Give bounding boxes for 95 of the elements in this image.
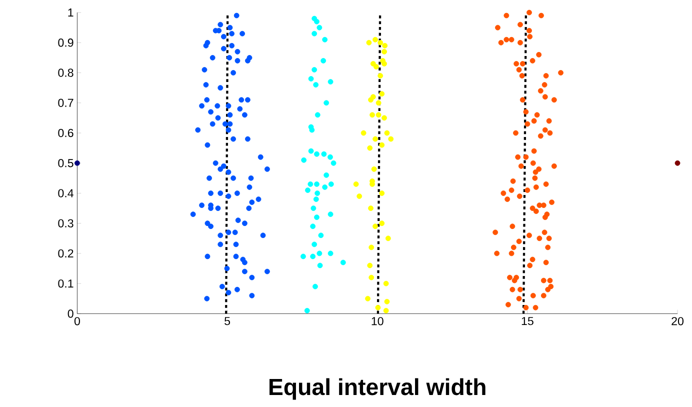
y-tick-label: 0.9 xyxy=(58,38,74,47)
point xyxy=(328,250,334,256)
point xyxy=(366,40,372,46)
point xyxy=(312,242,318,247)
x-tick-label: 15 xyxy=(522,316,534,326)
point xyxy=(379,142,385,148)
point xyxy=(314,190,320,196)
point xyxy=(74,160,80,166)
point xyxy=(382,42,388,48)
point xyxy=(308,76,314,82)
point xyxy=(314,151,320,157)
point xyxy=(320,58,326,64)
point xyxy=(316,250,322,256)
point xyxy=(300,254,306,260)
y-tick-label: 1 xyxy=(68,8,74,16)
point xyxy=(372,36,378,42)
point xyxy=(312,284,318,290)
point xyxy=(385,236,391,241)
x-tick-label: 20 xyxy=(672,316,684,326)
point xyxy=(313,82,319,88)
point xyxy=(379,91,385,96)
point xyxy=(314,112,320,118)
x-tick-label: 10 xyxy=(372,316,384,326)
point xyxy=(318,232,324,238)
point xyxy=(310,254,316,260)
point xyxy=(328,154,333,160)
point xyxy=(324,172,330,178)
point xyxy=(365,296,370,302)
point xyxy=(317,262,323,268)
point xyxy=(356,193,362,199)
x-tick-label: 0 xyxy=(74,316,80,326)
point xyxy=(330,160,336,166)
point xyxy=(316,24,322,30)
point xyxy=(328,211,334,217)
point xyxy=(382,115,387,121)
y-tick-label: 0.6 xyxy=(58,128,74,137)
point xyxy=(368,244,374,250)
point xyxy=(305,187,310,193)
point xyxy=(321,151,327,157)
point xyxy=(309,127,315,133)
point xyxy=(375,304,381,310)
point xyxy=(360,130,366,136)
y-tick-label: 0.3 xyxy=(58,219,74,228)
point xyxy=(368,205,374,211)
point xyxy=(310,224,316,229)
point xyxy=(379,190,385,196)
x-tick-label: 5 xyxy=(224,316,230,326)
point xyxy=(322,36,328,42)
point xyxy=(376,100,382,106)
x-axis-title: Equal interval width xyxy=(270,378,486,400)
point xyxy=(378,72,384,78)
point xyxy=(383,280,389,286)
point xyxy=(328,78,334,84)
point xyxy=(384,298,390,304)
point xyxy=(372,136,378,142)
point xyxy=(314,214,320,220)
point xyxy=(368,274,374,280)
point xyxy=(388,136,394,142)
point xyxy=(301,157,307,163)
point xyxy=(382,48,387,54)
point xyxy=(674,160,680,166)
point xyxy=(383,308,389,314)
point xyxy=(376,112,382,118)
y-tick-label: 0.4 xyxy=(58,188,74,198)
point xyxy=(382,60,387,66)
point xyxy=(373,64,379,70)
point xyxy=(370,112,375,118)
y-tick-label: 0.5 xyxy=(58,158,74,168)
point xyxy=(367,145,373,151)
y-tick-label: 0.7 xyxy=(58,98,74,107)
point xyxy=(314,181,320,187)
point xyxy=(371,166,377,172)
point xyxy=(304,308,310,314)
point xyxy=(310,205,316,211)
y-tick-label: 0.8 xyxy=(58,68,74,77)
point xyxy=(308,148,314,154)
point xyxy=(328,181,334,187)
y-tick-label: 0.2 xyxy=(58,249,74,258)
point xyxy=(372,224,378,229)
point xyxy=(312,30,318,36)
point xyxy=(378,40,384,46)
point xyxy=(368,97,374,102)
point xyxy=(379,220,385,226)
point xyxy=(324,100,330,106)
point xyxy=(322,184,328,190)
point xyxy=(340,260,346,266)
point xyxy=(314,18,320,24)
point xyxy=(384,130,390,136)
point xyxy=(353,181,359,187)
point xyxy=(312,66,318,72)
point xyxy=(313,196,319,202)
y-tick-label: 0 xyxy=(68,309,74,318)
y-tick-label: 0.1 xyxy=(58,279,74,288)
point xyxy=(308,181,314,187)
point xyxy=(367,262,373,268)
